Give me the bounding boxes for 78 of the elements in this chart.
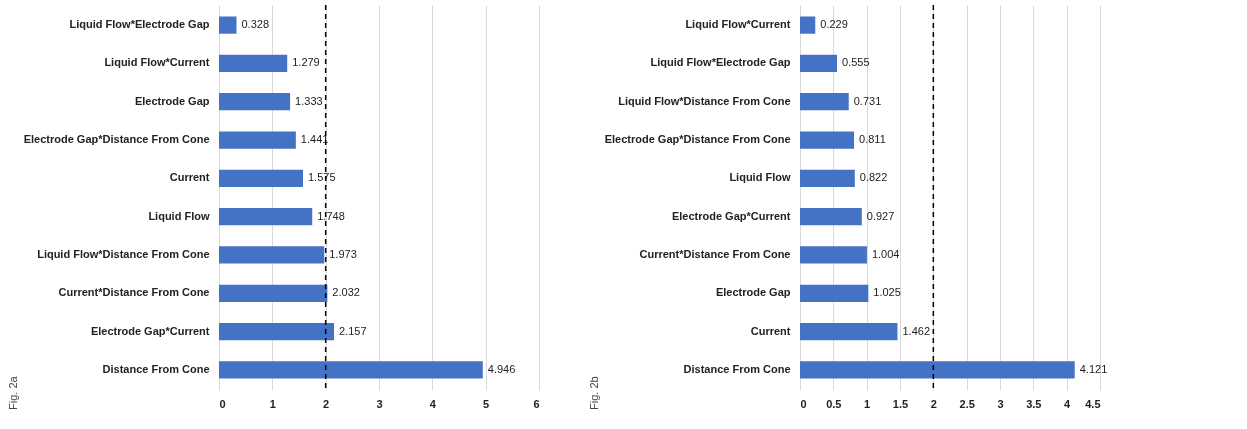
y-tick-label: Electrode Gap bbox=[715, 286, 791, 299]
x-tick-label: 1.5 bbox=[892, 397, 909, 410]
data-label: 1.973 bbox=[329, 247, 357, 260]
y-tick-label: Current bbox=[169, 171, 210, 184]
data-label: 1.462 bbox=[902, 324, 930, 337]
bar bbox=[219, 208, 313, 226]
data-label: 0.229 bbox=[820, 18, 848, 31]
caption: Fig. 2a bbox=[7, 375, 19, 410]
bar bbox=[219, 284, 328, 302]
bar bbox=[800, 169, 855, 187]
data-label: 0.811 bbox=[859, 133, 886, 146]
data-label: 4.946 bbox=[487, 362, 516, 375]
x-tick-label: 1 bbox=[269, 397, 276, 410]
data-label: 0.731 bbox=[853, 94, 882, 107]
y-tick-label: Electrode Gap*Current bbox=[671, 209, 791, 222]
y-tick-label: Current*Distance From Cone bbox=[58, 286, 210, 299]
y-tick-label: Liquid Flow*Current bbox=[104, 56, 210, 69]
bar bbox=[800, 284, 869, 302]
x-tick-label: 1 bbox=[864, 397, 871, 410]
y-tick-label: Liquid Flow*Electrode Gap bbox=[69, 18, 210, 31]
bar bbox=[800, 246, 867, 264]
bar bbox=[800, 322, 898, 341]
bar bbox=[800, 131, 855, 149]
x-tick-label: 4 bbox=[429, 397, 437, 410]
data-label: 1.333 bbox=[295, 94, 323, 107]
y-tick-label: Distance From Cone bbox=[102, 362, 210, 375]
bar bbox=[800, 54, 837, 73]
data-label: 4.121 bbox=[1079, 362, 1108, 375]
y-tick-label: Liquid Flow*Distance From Cone bbox=[618, 94, 791, 107]
data-label: 0.555 bbox=[842, 56, 870, 69]
x-tick-label: 4 bbox=[1064, 397, 1072, 410]
x-tick-label: 6 bbox=[533, 397, 540, 410]
x-tick-label: 0.5 bbox=[826, 397, 842, 410]
bar bbox=[800, 93, 849, 111]
bar bbox=[800, 361, 1075, 379]
x-tick-label: 4.5 bbox=[1085, 397, 1101, 410]
data-label: 1.025 bbox=[873, 286, 901, 299]
data-label: 1.575 bbox=[308, 171, 336, 184]
x-tick-label: 3 bbox=[997, 397, 1004, 410]
data-label: 2.032 bbox=[332, 286, 360, 299]
x-tick-label: 0 bbox=[800, 397, 807, 410]
y-tick-label: Liquid Flow bbox=[729, 171, 791, 184]
y-tick-label: Electrode Gap*Current bbox=[90, 324, 210, 337]
y-tick-label: Liquid Flow bbox=[148, 209, 210, 222]
y-tick-label: Liquid Flow*Electrode Gap bbox=[650, 56, 791, 69]
data-label: 1.279 bbox=[292, 56, 320, 69]
data-label: 0.927 bbox=[866, 209, 895, 222]
x-tick-label: 0 bbox=[219, 397, 226, 410]
y-tick-label: Current bbox=[750, 324, 791, 337]
x-tick-label: 2 bbox=[323, 397, 330, 410]
bar bbox=[219, 54, 288, 73]
bar bbox=[219, 131, 296, 149]
x-tick-label: 3 bbox=[376, 397, 383, 410]
x-tick-label: 3.5 bbox=[1026, 397, 1042, 410]
bar bbox=[219, 361, 483, 379]
bar bbox=[219, 246, 325, 264]
data-label: 2.157 bbox=[339, 324, 367, 337]
y-tick-label: Current*Distance From Cone bbox=[639, 247, 791, 260]
y-tick-label: Liquid Flow*Distance From Cone bbox=[37, 247, 210, 260]
bar bbox=[219, 322, 335, 341]
data-label: 1.748 bbox=[317, 209, 345, 222]
data-label: 0.822 bbox=[859, 171, 888, 184]
y-tick-label: Liquid Flow*Current bbox=[685, 18, 791, 31]
y-tick-label: Electrode Gap*Distance From Cone bbox=[23, 133, 210, 146]
y-tick-label: Electrode Gap bbox=[134, 94, 210, 107]
x-tick-label: 5 bbox=[483, 397, 490, 410]
x-tick-label: 2 bbox=[930, 397, 937, 410]
y-tick-label: Electrode Gap*Distance From Cone bbox=[604, 133, 791, 146]
data-label: 0.328 bbox=[241, 18, 270, 31]
x-tick-label: 2.5 bbox=[959, 397, 975, 410]
bar bbox=[219, 169, 303, 187]
y-tick-label: Distance From Cone bbox=[683, 362, 791, 375]
caption: Fig. 2b bbox=[588, 376, 600, 410]
bar bbox=[219, 16, 237, 34]
bar bbox=[219, 93, 291, 111]
data-label: 1.004 bbox=[871, 247, 900, 260]
bar bbox=[800, 16, 816, 34]
bar bbox=[800, 208, 862, 226]
